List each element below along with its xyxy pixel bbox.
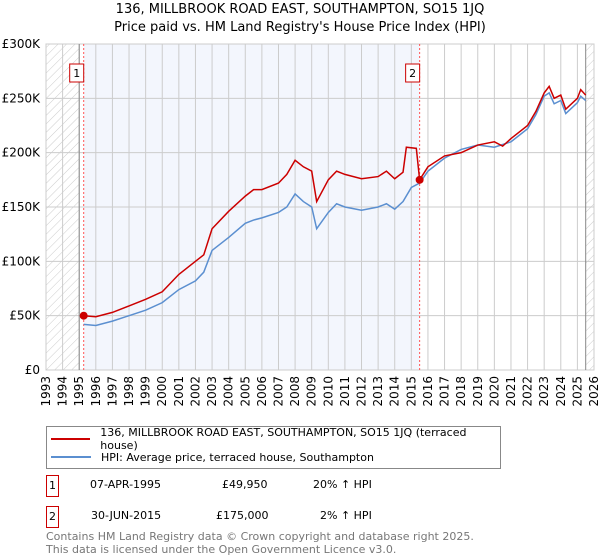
series-line-hpi bbox=[83, 91, 587, 327]
transaction-row: 2 30-JUN-2015 £175,000 2% ↑ HPI bbox=[46, 506, 446, 528]
x-tick-label: 1994 bbox=[56, 376, 70, 407]
legend-label-property: 136, MILLBROOK ROAD EAST, SOUTHAMPTON, S… bbox=[100, 426, 467, 452]
x-tick-label: 2014 bbox=[388, 376, 402, 407]
x-tick-label: 2000 bbox=[155, 376, 169, 407]
x-tick-label: 2011 bbox=[338, 376, 352, 407]
x-tick-label: 2020 bbox=[487, 376, 501, 407]
sale-label-box bbox=[405, 63, 421, 83]
x-tick-label: 2017 bbox=[438, 376, 452, 407]
y-tick-label: £50K bbox=[9, 309, 41, 323]
price-chart: 1993 1994 1995 1996 1997 1998 1999 2000 2001 2002… bbox=[2, 37, 600, 407]
x-tick-label: 2002 bbox=[188, 376, 202, 407]
plot-border bbox=[45, 43, 595, 371]
x-tick-label: 2003 bbox=[205, 376, 219, 407]
transaction-badge: 1 bbox=[46, 475, 59, 497]
transaction-date: 30-JUN-2015 bbox=[91, 509, 162, 522]
x-tick-label: 2012 bbox=[355, 376, 369, 407]
x-tick-label: 1995 bbox=[72, 376, 86, 407]
x-tick-label: 2025 bbox=[570, 376, 584, 407]
chart-title: 136, MILLBROOK ROAD EAST, SOUTHAMPTON, S… bbox=[115, 2, 485, 17]
x-tick-label: 2007 bbox=[271, 376, 285, 407]
y-tick-label: £200K bbox=[2, 146, 42, 160]
x-tick-label: 2010 bbox=[321, 376, 335, 407]
sale-point bbox=[79, 311, 88, 320]
x-tick-label: 2008 bbox=[288, 376, 302, 407]
x-tick-label: 2001 bbox=[172, 376, 186, 407]
y-tick-label: £100K bbox=[2, 254, 42, 268]
transaction-price: £49,950 bbox=[222, 478, 268, 491]
transaction-hpi: 2% ↑ HPI bbox=[320, 509, 372, 522]
x-tick-label: 2009 bbox=[305, 376, 319, 407]
transaction-row: 1 07-APR-1995 £49,950 20% ↑ HPI bbox=[46, 475, 446, 497]
y-tick-label: £300K bbox=[2, 37, 42, 51]
x-tick-label: 2019 bbox=[471, 376, 485, 407]
sale-label: 2 bbox=[409, 67, 416, 80]
x-tick-label: 2024 bbox=[554, 376, 568, 407]
footer-copyright: Contains HM Land Registry data © Crown c… bbox=[46, 530, 474, 543]
x-tick-label: 2005 bbox=[238, 376, 252, 407]
chart-subtitle: Price paid vs. HM Land Registry's House … bbox=[114, 20, 486, 35]
transaction-badge: 2 bbox=[46, 506, 59, 528]
x-tick-label: 2026 bbox=[587, 376, 600, 407]
x-tick-label: 1997 bbox=[105, 376, 119, 407]
x-tick-label: 2006 bbox=[255, 376, 269, 407]
x-tick-label: 2004 bbox=[222, 376, 236, 407]
x-tick-label: 2022 bbox=[521, 376, 535, 407]
x-tick-label: 1993 bbox=[39, 376, 53, 407]
x-tick-label: 2018 bbox=[454, 376, 468, 407]
x-tick-label: 2023 bbox=[537, 376, 551, 407]
x-tick-label: 1996 bbox=[89, 376, 103, 407]
legend-swatch-red bbox=[51, 438, 91, 440]
transaction-date: 07-APR-1995 bbox=[90, 478, 162, 491]
sale-point bbox=[415, 175, 424, 184]
footer: Contains HM Land Registry data © Crown c… bbox=[46, 530, 474, 556]
sale-label: 1 bbox=[73, 67, 80, 80]
transaction-hpi: 20% ↑ HPI bbox=[313, 478, 372, 491]
legend: 136, MILLBROOK ROAD EAST, SOUTHAMPTON, S… bbox=[46, 426, 501, 469]
sale-label-box bbox=[69, 63, 85, 83]
x-tick-label: 1999 bbox=[139, 376, 153, 407]
x-tick-label: 1998 bbox=[122, 376, 136, 407]
y-tick-label: £150K bbox=[2, 200, 42, 214]
y-tick-label: £0 bbox=[25, 363, 40, 377]
series-line-property bbox=[83, 84, 587, 318]
transaction-price: £175,000 bbox=[216, 509, 269, 522]
x-tick-label: 2013 bbox=[371, 376, 385, 407]
x-tick-label: 2021 bbox=[504, 376, 518, 407]
legend-swatch-blue bbox=[51, 456, 91, 458]
y-tick-label: £250K bbox=[2, 91, 42, 105]
legend-label-hpi: HPI: Average price, terraced house, Sout… bbox=[101, 450, 374, 464]
x-tick-label: 2015 bbox=[404, 376, 418, 407]
footer-licence: This data is licensed under the Open Gov… bbox=[46, 543, 397, 556]
x-tick-label: 2016 bbox=[421, 376, 435, 407]
